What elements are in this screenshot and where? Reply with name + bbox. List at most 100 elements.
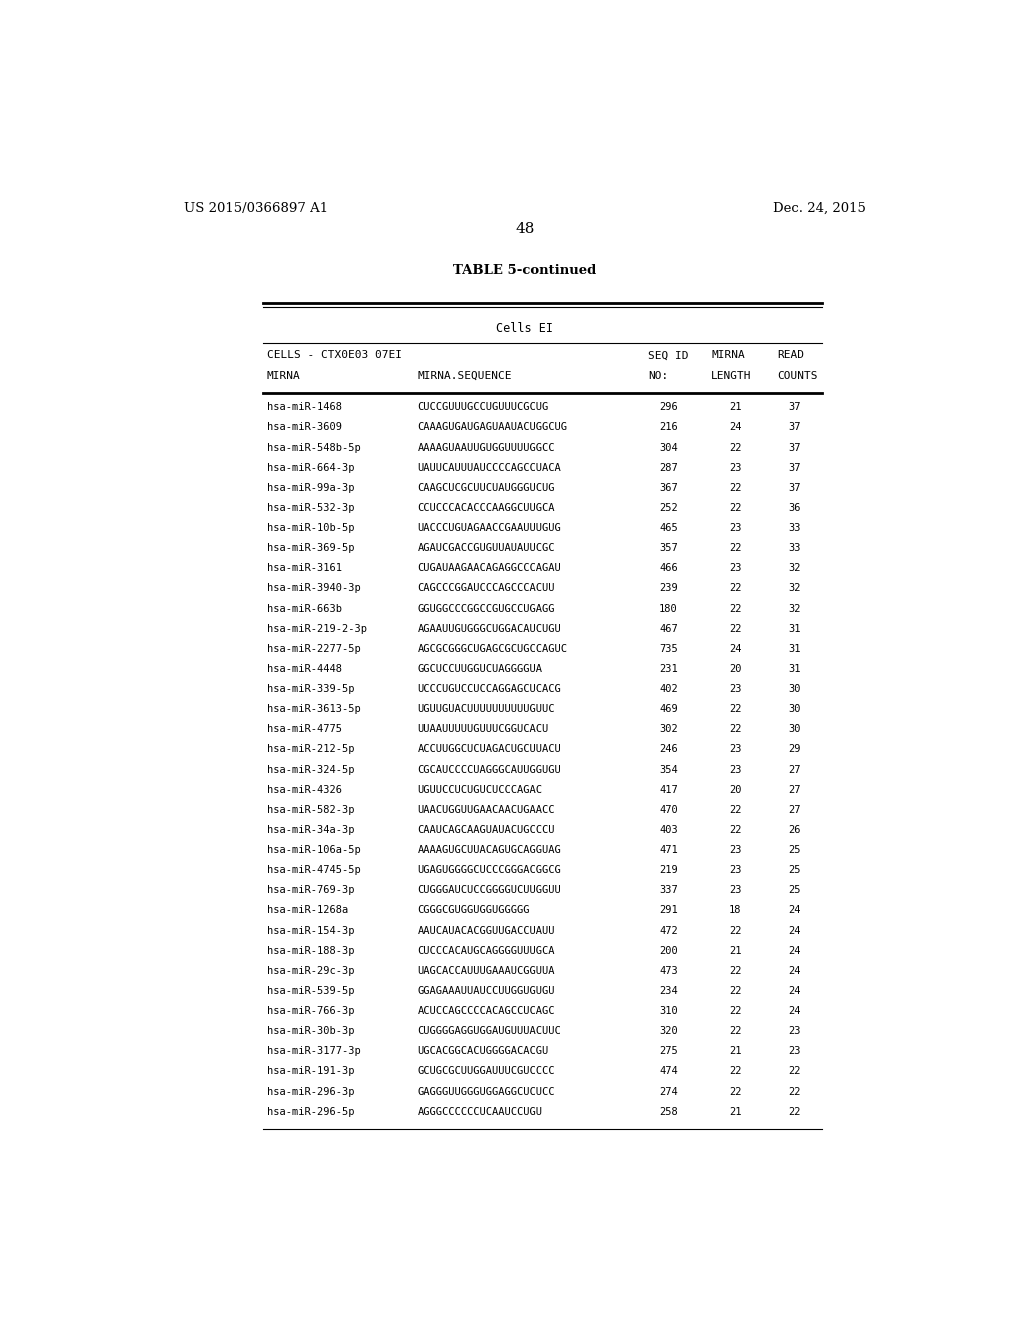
Text: hsa-miR-369-5p: hsa-miR-369-5p (267, 544, 354, 553)
Text: 32: 32 (788, 583, 801, 594)
Text: UCCCUGUCCUCCAGGAGCUCACG: UCCCUGUCCUCCAGGAGCUCACG (418, 684, 561, 694)
Text: 469: 469 (659, 704, 678, 714)
Text: 302: 302 (659, 725, 678, 734)
Text: 23: 23 (729, 564, 741, 573)
Text: 24: 24 (788, 966, 801, 975)
Text: 30: 30 (788, 725, 801, 734)
Text: 735: 735 (659, 644, 678, 653)
Text: 37: 37 (788, 442, 801, 453)
Text: 274: 274 (659, 1086, 678, 1097)
Text: LENGTH: LENGTH (712, 371, 752, 381)
Text: AAAAGUAAUUGUGGUUUUGGCC: AAAAGUAAUUGUGGUUUUGGCC (418, 442, 555, 453)
Text: 24: 24 (788, 986, 801, 997)
Text: 27: 27 (788, 784, 801, 795)
Text: 23: 23 (788, 1047, 801, 1056)
Text: hsa-miR-324-5p: hsa-miR-324-5p (267, 764, 354, 775)
Text: 22: 22 (729, 1026, 741, 1036)
Text: 291: 291 (659, 906, 678, 916)
Text: 25: 25 (788, 886, 801, 895)
Text: 320: 320 (659, 1026, 678, 1036)
Text: CGCAUCCCCUAGGGCAUUGGUGU: CGCAUCCCCUAGGGCAUUGGUGU (418, 764, 561, 775)
Text: hsa-miR-34a-3p: hsa-miR-34a-3p (267, 825, 354, 836)
Text: CAGCCCGGAUCCCAGCCCACUU: CAGCCCGGAUCCCAGCCCACUU (418, 583, 555, 594)
Text: 22: 22 (729, 704, 741, 714)
Text: CUCCGUUUGCCUGUUUCGCUG: CUCCGUUUGCCUGUUUCGCUG (418, 403, 549, 412)
Text: MIRNA.SEQUENCE: MIRNA.SEQUENCE (418, 371, 512, 381)
Text: hsa-miR-4745-5p: hsa-miR-4745-5p (267, 865, 360, 875)
Text: US 2015/0366897 A1: US 2015/0366897 A1 (183, 202, 328, 215)
Text: 22: 22 (729, 725, 741, 734)
Text: 22: 22 (729, 1086, 741, 1097)
Text: 22: 22 (729, 442, 741, 453)
Text: AGGGCCCCCCUCAAUCCUGU: AGGGCCCCCCUCAAUCCUGU (418, 1106, 543, 1117)
Text: hsa-miR-191-3p: hsa-miR-191-3p (267, 1067, 354, 1076)
Text: 37: 37 (788, 463, 801, 473)
Text: UGCACGGCACUGGGGACACGU: UGCACGGCACUGGGGACACGU (418, 1047, 549, 1056)
Text: 31: 31 (788, 624, 801, 634)
Text: hsa-miR-3177-3p: hsa-miR-3177-3p (267, 1047, 360, 1056)
Text: 23: 23 (729, 886, 741, 895)
Text: CUGAUAAGAACAGAGGCCCAGAU: CUGAUAAGAACAGAGGCCCAGAU (418, 564, 561, 573)
Text: 37: 37 (788, 483, 801, 492)
Text: hsa-miR-769-3p: hsa-miR-769-3p (267, 886, 354, 895)
Text: 22: 22 (788, 1067, 801, 1076)
Text: ACCUUGGCUCUAGACUGCUUACU: ACCUUGGCUCUAGACUGCUUACU (418, 744, 561, 755)
Text: CUCCCACAUGCAGGGGUUUGCA: CUCCCACAUGCAGGGGUUUGCA (418, 945, 555, 956)
Text: 252: 252 (659, 503, 678, 513)
Text: MIRNA: MIRNA (712, 351, 745, 360)
Text: hsa-miR-2277-5p: hsa-miR-2277-5p (267, 644, 360, 653)
Text: 402: 402 (659, 684, 678, 694)
Text: hsa-miR-539-5p: hsa-miR-539-5p (267, 986, 354, 997)
Text: hsa-miR-664-3p: hsa-miR-664-3p (267, 463, 354, 473)
Text: CELLS - CTX0E03 07EI: CELLS - CTX0E03 07EI (267, 351, 401, 360)
Text: UAUUCAUUUAUCCCCAGCCUACA: UAUUCAUUUAUCCCCAGCCUACA (418, 463, 561, 473)
Text: UGUUGUACUUUUUUUUUUGUUC: UGUUGUACUUUUUUUUUUGUUC (418, 704, 555, 714)
Text: 21: 21 (729, 1106, 741, 1117)
Text: hsa-miR-1468: hsa-miR-1468 (267, 403, 342, 412)
Text: COUNTS: COUNTS (777, 371, 818, 381)
Text: UGUUCCUCUGUCUCCCAGAC: UGUUCCUCUGUCUCCCAGAC (418, 784, 543, 795)
Text: 22: 22 (729, 483, 741, 492)
Text: 473: 473 (659, 966, 678, 975)
Text: 357: 357 (659, 544, 678, 553)
Text: 22: 22 (788, 1086, 801, 1097)
Text: 474: 474 (659, 1067, 678, 1076)
Text: 31: 31 (788, 664, 801, 675)
Text: 22: 22 (729, 603, 741, 614)
Text: 472: 472 (659, 925, 678, 936)
Text: CUGGGAUCUCCGGGGUCUUGGUU: CUGGGAUCUCCGGGGUCUUGGUU (418, 886, 561, 895)
Text: Cells EI: Cells EI (497, 322, 553, 335)
Text: hsa-miR-766-3p: hsa-miR-766-3p (267, 1006, 354, 1016)
Text: ACUCCAGCCCCACAGCCUCAGC: ACUCCAGCCCCACAGCCUCAGC (418, 1006, 555, 1016)
Text: hsa-miR-3161: hsa-miR-3161 (267, 564, 342, 573)
Text: hsa-miR-219-2-3p: hsa-miR-219-2-3p (267, 624, 367, 634)
Text: 310: 310 (659, 1006, 678, 1016)
Text: 23: 23 (788, 1026, 801, 1036)
Text: CGGGCGUGGUGGUGGGGG: CGGGCGUGGUGGUGGGGG (418, 906, 530, 916)
Text: 24: 24 (729, 422, 741, 433)
Text: 467: 467 (659, 624, 678, 634)
Text: UAACUGGUUGAACAACUGAACC: UAACUGGUUGAACAACUGAACC (418, 805, 555, 814)
Text: 275: 275 (659, 1047, 678, 1056)
Text: hsa-miR-188-3p: hsa-miR-188-3p (267, 945, 354, 956)
Text: 32: 32 (788, 564, 801, 573)
Text: 22: 22 (729, 624, 741, 634)
Text: 23: 23 (729, 463, 741, 473)
Text: hsa-miR-3609: hsa-miR-3609 (267, 422, 342, 433)
Text: hsa-miR-29c-3p: hsa-miR-29c-3p (267, 966, 354, 975)
Text: 22: 22 (729, 1006, 741, 1016)
Text: 24: 24 (788, 1006, 801, 1016)
Text: 37: 37 (788, 422, 801, 433)
Text: 471: 471 (659, 845, 678, 855)
Text: GGCUCCUUGGUCUAGGGGUA: GGCUCCUUGGUCUAGGGGUA (418, 664, 543, 675)
Text: READ: READ (777, 351, 804, 360)
Text: 22: 22 (729, 825, 741, 836)
Text: MIRNA: MIRNA (267, 371, 301, 381)
Text: 25: 25 (788, 845, 801, 855)
Text: hsa-miR-663b: hsa-miR-663b (267, 603, 342, 614)
Text: 287: 287 (659, 463, 678, 473)
Text: NO:: NO: (648, 371, 668, 381)
Text: AGAAUUGUGGGCUGGACAUCUGU: AGAAUUGUGGGCUGGACAUCUGU (418, 624, 561, 634)
Text: 32: 32 (788, 603, 801, 614)
Text: 18: 18 (729, 906, 741, 916)
